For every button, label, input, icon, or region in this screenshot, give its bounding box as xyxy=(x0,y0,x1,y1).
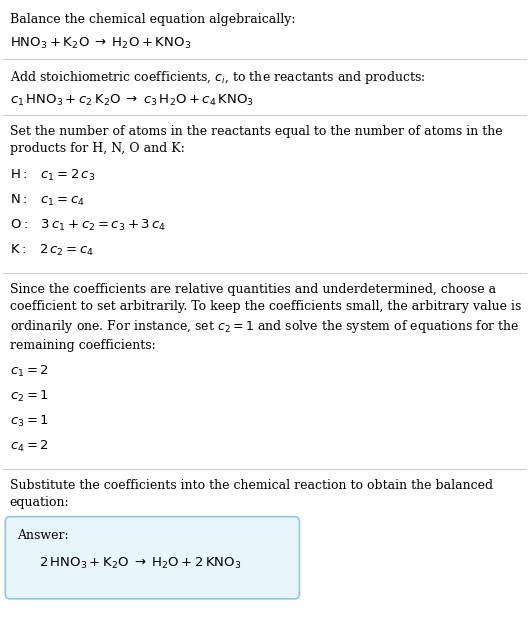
Text: $c_2 = 1$: $c_2 = 1$ xyxy=(10,389,49,404)
Text: $\mathrm{H:}\;\;\; c_1 = 2\,c_3$: $\mathrm{H:}\;\;\; c_1 = 2\,c_3$ xyxy=(10,168,95,183)
Text: $c_4 = 2$: $c_4 = 2$ xyxy=(10,439,49,454)
Text: $\mathrm{HNO_3 + K_2O} \;\rightarrow\; \mathrm{H_2O + KNO_3}$: $\mathrm{HNO_3 + K_2O} \;\rightarrow\; \… xyxy=(10,36,190,51)
Text: Substitute the coefficients into the chemical reaction to obtain the balanced
eq: Substitute the coefficients into the che… xyxy=(10,479,492,509)
Text: Balance the chemical equation algebraically:: Balance the chemical equation algebraica… xyxy=(10,13,295,26)
Text: Set the number of atoms in the reactants equal to the number of atoms in the
pro: Set the number of atoms in the reactants… xyxy=(10,125,502,155)
Text: $2\,\mathrm{HNO_3} + \mathrm{K_2O} \;\rightarrow\; \mathrm{H_2O} + 2\,\mathrm{KN: $2\,\mathrm{HNO_3} + \mathrm{K_2O} \;\ri… xyxy=(39,556,241,571)
Text: Since the coefficients are relative quantities and underdetermined, choose a
coe: Since the coefficients are relative quan… xyxy=(10,283,521,352)
Text: $\mathrm{N:}\;\;\; c_1 = c_4$: $\mathrm{N:}\;\;\; c_1 = c_4$ xyxy=(10,193,84,208)
Text: $\mathrm{O:}\;\;\; 3\,c_1 + c_2 = c_3 + 3\,c_4$: $\mathrm{O:}\;\;\; 3\,c_1 + c_2 = c_3 + … xyxy=(10,218,166,233)
Text: $\mathrm{K:}\;\;\; 2\,c_2 = c_4$: $\mathrm{K:}\;\;\; 2\,c_2 = c_4$ xyxy=(10,243,94,258)
Text: $c_1 = 2$: $c_1 = 2$ xyxy=(10,364,49,379)
Text: $c_1\,\mathrm{HNO_3} + c_2\,\mathrm{K_2O} \;\rightarrow\; c_3\,\mathrm{H_2O} + c: $c_1\,\mathrm{HNO_3} + c_2\,\mathrm{K_2O… xyxy=(10,93,253,108)
Text: $c_3 = 1$: $c_3 = 1$ xyxy=(10,414,49,429)
Text: Add stoichiometric coefficients, $c_i$, to the reactants and products:: Add stoichiometric coefficients, $c_i$, … xyxy=(10,69,425,86)
Text: Answer:: Answer: xyxy=(17,529,69,542)
